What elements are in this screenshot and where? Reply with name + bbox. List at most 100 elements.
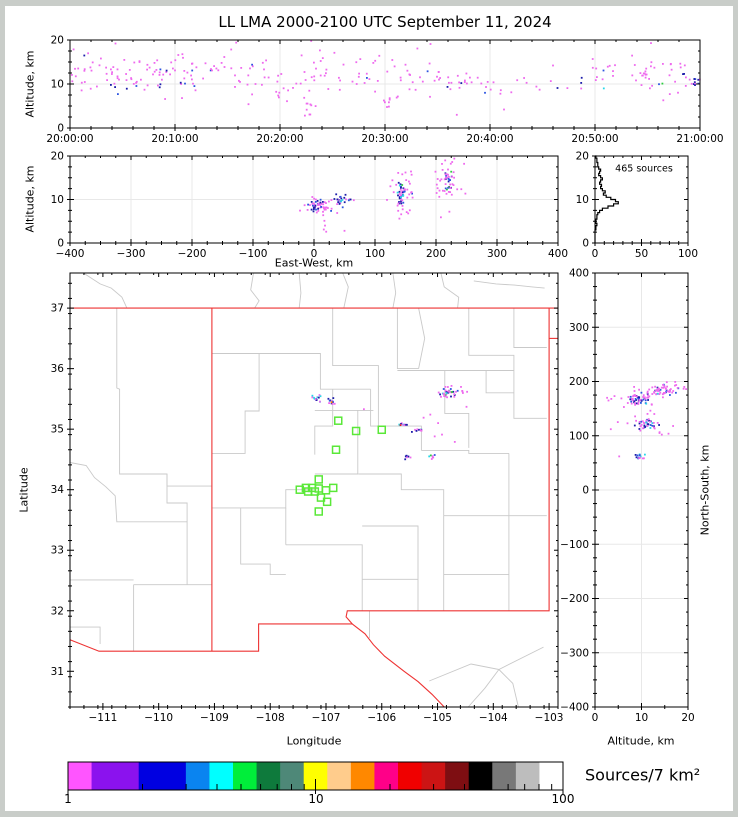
- source-point: [165, 71, 168, 73]
- source-point: [323, 74, 326, 77]
- source-point: [191, 62, 194, 65]
- source-point: [484, 91, 486, 94]
- source-point: [313, 208, 315, 211]
- source-point: [649, 424, 652, 426]
- source-point: [393, 65, 396, 68]
- source-point: [429, 454, 432, 457]
- source-point: [602, 87, 605, 90]
- source-point: [580, 87, 583, 90]
- source-point: [405, 179, 408, 181]
- source-point: [313, 396, 315, 399]
- source-point: [386, 106, 388, 108]
- source-point: [432, 456, 435, 459]
- county-border: [166, 474, 188, 585]
- source-point: [179, 81, 182, 84]
- source-point: [446, 86, 449, 88]
- source-point: [441, 163, 443, 165]
- source-point: [677, 91, 679, 94]
- source-point: [277, 74, 279, 77]
- source-point: [636, 396, 639, 398]
- source-point: [403, 424, 405, 426]
- source-point: [402, 187, 405, 190]
- source-point: [230, 67, 233, 70]
- source-point: [305, 108, 308, 111]
- source-point: [437, 391, 440, 394]
- source-point: [325, 202, 327, 204]
- colorbar-segment: [350, 762, 375, 790]
- source-point: [116, 68, 119, 71]
- source-point: [683, 64, 686, 67]
- source-point: [693, 78, 696, 80]
- tick-label: 200: [426, 248, 446, 260]
- source-point: [460, 386, 462, 388]
- source-point: [448, 210, 451, 213]
- source-point: [683, 73, 685, 75]
- source-point: [437, 71, 440, 73]
- tick-label: −107: [312, 712, 341, 724]
- source-point: [402, 195, 405, 197]
- source-point: [135, 85, 138, 87]
- source-point: [445, 391, 448, 394]
- window-frame-right: [733, 0, 738, 817]
- source-point: [449, 388, 452, 390]
- lma-station-marker: [322, 497, 332, 507]
- source-point: [443, 393, 445, 396]
- source-point: [451, 161, 454, 163]
- source-point: [439, 393, 441, 396]
- source-point: [683, 386, 686, 388]
- source-point: [444, 389, 447, 392]
- source-point: [639, 456, 641, 459]
- source-point: [336, 198, 339, 201]
- source-point: [213, 65, 215, 67]
- source-point: [204, 62, 207, 65]
- source-point: [401, 423, 404, 426]
- map-xlabel: Longitude: [286, 734, 342, 748]
- source-point: [656, 386, 659, 389]
- source-point: [317, 396, 320, 399]
- source-point: [322, 228, 325, 231]
- source-point: [406, 196, 409, 199]
- source-point: [399, 79, 402, 82]
- source-point: [156, 59, 159, 62]
- source-point: [408, 88, 411, 91]
- source-point: [391, 59, 394, 61]
- window-frame-bottom: [0, 811, 738, 817]
- source-point: [641, 420, 644, 423]
- source-point: [400, 194, 403, 197]
- source-point: [397, 181, 400, 184]
- colorbar-label: Sources/7 km²: [585, 765, 701, 785]
- tick-label: 0: [311, 248, 318, 260]
- source-point: [193, 85, 196, 87]
- source-point: [388, 105, 390, 108]
- source-point: [669, 394, 671, 396]
- source-point: [644, 70, 647, 73]
- source-point: [449, 162, 452, 165]
- source-point: [401, 184, 404, 186]
- source-point: [458, 86, 461, 89]
- source-point: [358, 72, 360, 75]
- source-point: [153, 70, 156, 73]
- source-point: [111, 71, 113, 74]
- ns-panel-ylabel: North-South, km: [698, 444, 712, 536]
- source-point: [663, 385, 666, 388]
- source-point: [632, 399, 634, 402]
- tick-label: 31: [51, 666, 64, 678]
- source-point: [642, 396, 644, 398]
- source-point: [322, 201, 324, 203]
- source-point: [647, 418, 650, 420]
- source-point: [641, 457, 644, 460]
- colorbar-segment: [115, 762, 140, 790]
- source-point: [644, 73, 647, 76]
- source-point: [308, 89, 311, 92]
- source-point: [157, 84, 159, 87]
- colorbar-segment: [445, 762, 470, 790]
- source-point: [278, 96, 280, 99]
- source-point: [401, 190, 404, 193]
- tick-label: −200: [560, 593, 589, 605]
- county-border: [211, 489, 315, 509]
- source-point: [295, 82, 298, 85]
- source-point: [321, 57, 324, 59]
- source-point: [391, 179, 394, 182]
- source-point: [444, 172, 447, 175]
- source-point: [648, 395, 651, 398]
